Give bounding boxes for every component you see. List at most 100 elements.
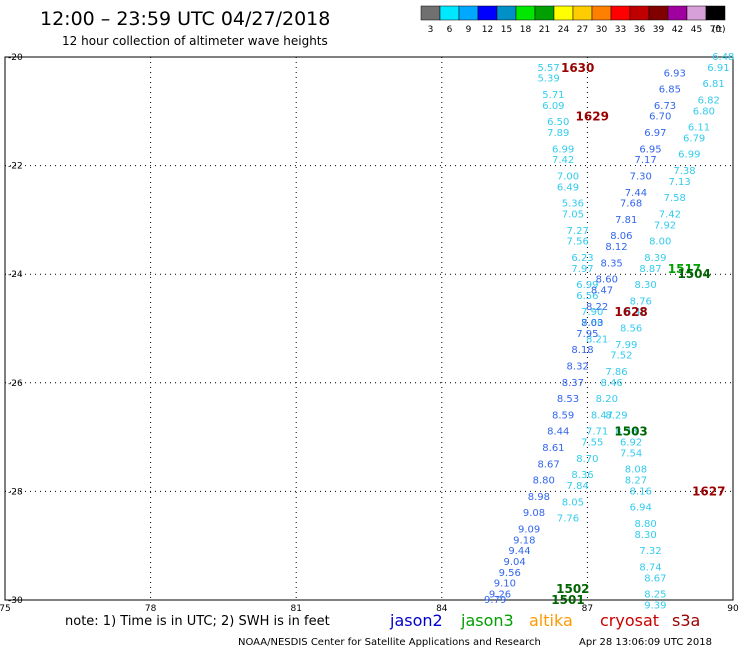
colorbar-label: 21 (539, 25, 550, 35)
satellite-legend-altika: altika (529, 611, 573, 630)
wave-height-point: 6.70 (649, 112, 671, 123)
wave-height-point: 9.79 (484, 595, 506, 606)
wave-height-point: 8.70 (576, 454, 598, 465)
x-tick-label: 75 (0, 604, 11, 614)
wave-height-point: 6.48 (712, 52, 734, 63)
wave-height-point: 7.68 (620, 199, 642, 210)
x-tick-label: 90 (727, 604, 739, 614)
wave-height-points: 5.575.395.716.096.507.896.997.427.006.49… (484, 52, 734, 611)
wave-height-point: 6.93 (664, 68, 686, 79)
wave-height-point: 8.08 (625, 465, 647, 476)
wave-height-point: 8.30 (635, 280, 657, 291)
wave-height-point: 8.37 (562, 378, 584, 389)
wave-height-point: 6.95 (639, 144, 661, 155)
wave-height-point: 6.50 (547, 117, 569, 128)
wave-height-point: 6.99 (576, 280, 598, 291)
colorbar-label: 27 (577, 25, 588, 35)
pass-label: 1501 (551, 593, 584, 607)
colorbar-swatch (439, 5, 460, 21)
colorbar-label: 70 (710, 25, 722, 35)
y-tick-label: -20 (8, 53, 23, 63)
pass-label: 1629 (576, 110, 609, 124)
colorbar-swatch (648, 5, 669, 21)
wave-height-point: 7.27 (567, 226, 589, 237)
wave-height-point: 8.67 (537, 459, 559, 470)
wave-height-point: 8.60 (596, 275, 618, 286)
wave-height-point: 9.26 (489, 590, 511, 601)
wave-height-point: 6.91 (707, 63, 729, 74)
wave-height-point: 8.74 (639, 562, 661, 573)
grid-lines (5, 57, 733, 600)
wave-height-point: 7.17 (635, 155, 657, 166)
wave-height-point: 8.22 (586, 302, 608, 313)
colorbar-legend: 3 6 9 12 15 18 21 24 27 30 33 36 39 42 45 70(ft) (420, 5, 726, 35)
wave-height-point: 8.06 (610, 231, 632, 242)
chart-title: 12:00 – 23:59 UTC 04/27/2018 (40, 8, 330, 30)
colorbar-label: 39 (653, 25, 665, 35)
wave-height-point: 6.85 (659, 85, 681, 96)
wave-height-point: 7.56 (567, 237, 589, 248)
wave-height-point: 8.30 (635, 530, 657, 541)
wave-height-point: 9.44 (508, 546, 530, 557)
wave-height-point: 7.86 (605, 367, 627, 378)
x-tick-label: 78 (145, 604, 157, 614)
wave-height-point: 6.49 (557, 182, 579, 193)
wave-height-point: 5.39 (537, 74, 559, 85)
wave-height-point: 6.99 (678, 150, 700, 161)
wave-height-point: 7.99 (615, 340, 637, 351)
wave-height-point: 8.05 (562, 497, 584, 508)
satellite-legend-jason3: jason3 (460, 611, 514, 630)
wave-height-point: 8.56 (620, 324, 642, 335)
wave-height-point: 7.71 (586, 427, 608, 438)
wave-height-point: 9.18 (513, 535, 535, 546)
y-tick-label: -24 (8, 270, 23, 280)
colorbar-swatch (705, 5, 726, 21)
colorbar-label: 12 (482, 25, 493, 35)
wave-height-point: 8.21 (586, 334, 608, 345)
y-tick-label: -30 (8, 596, 23, 606)
pass-label: 1628 (614, 305, 647, 319)
wave-height-point: 6.92 (620, 438, 642, 449)
colorbar-label: 30 (596, 25, 608, 35)
pass-label: 1630 (561, 61, 594, 75)
colorbar-unit: (ft) (712, 25, 726, 35)
wave-height-point: 7.54 (620, 448, 642, 459)
wave-height-point: 7.32 (639, 546, 661, 557)
colorbar-swatch (534, 5, 555, 21)
wave-height-point: 8.20 (596, 394, 618, 405)
wave-height-point: 5.71 (542, 90, 564, 101)
wave-height-point: 9.56 (499, 568, 521, 579)
wave-height-point: 8.59 (552, 410, 574, 421)
wave-height-point: 7.89 (547, 128, 569, 139)
wave-height-point: 7.52 (610, 351, 632, 362)
pass-label: 1502 (556, 582, 589, 596)
colorbar-swatch (553, 5, 574, 21)
plot-area: 75 78 81 84 87 90 -20 -22 -24 -26 -28 -30 5.575.39 5… (0, 52, 739, 614)
satellite-legend-jason2: jason2 (389, 611, 443, 630)
wave-height-point: 8.18 (571, 345, 593, 356)
colorbar-swatch (420, 5, 441, 21)
wave-height-point: 8.80 (635, 519, 657, 530)
colorbar-swatch (591, 5, 612, 21)
satellite-legend: jason2 jason3 altika cryosat s3a (389, 611, 700, 630)
wave-height-point: 7.42 (552, 155, 574, 166)
x-tick-label: 84 (436, 604, 448, 614)
colorbar-swatch (458, 5, 479, 21)
wave-height-point: 8.87 (639, 264, 661, 275)
wave-height-point: 6.81 (702, 79, 724, 90)
pass-label: 1504 (677, 267, 710, 281)
wave-height-point: 7.95 (576, 329, 598, 340)
wave-height-point: 8.53 (557, 394, 579, 405)
wave-height-point: 7.81 (615, 215, 637, 226)
wave-height-point: 8.61 (542, 443, 564, 454)
wave-height-point: 8.98 (528, 492, 550, 503)
colorbar-swatch (477, 5, 498, 21)
x-tick-label: 81 (290, 604, 301, 614)
wave-height-point: 8.36 (571, 470, 593, 481)
pass-label: 1517 (668, 262, 701, 276)
wave-height-point: 9.08 (523, 508, 545, 519)
wave-height-point: 6.11 (688, 123, 710, 134)
wave-height-point: 6.99 (552, 144, 574, 155)
wave-height-point: 7.13 (668, 177, 690, 188)
